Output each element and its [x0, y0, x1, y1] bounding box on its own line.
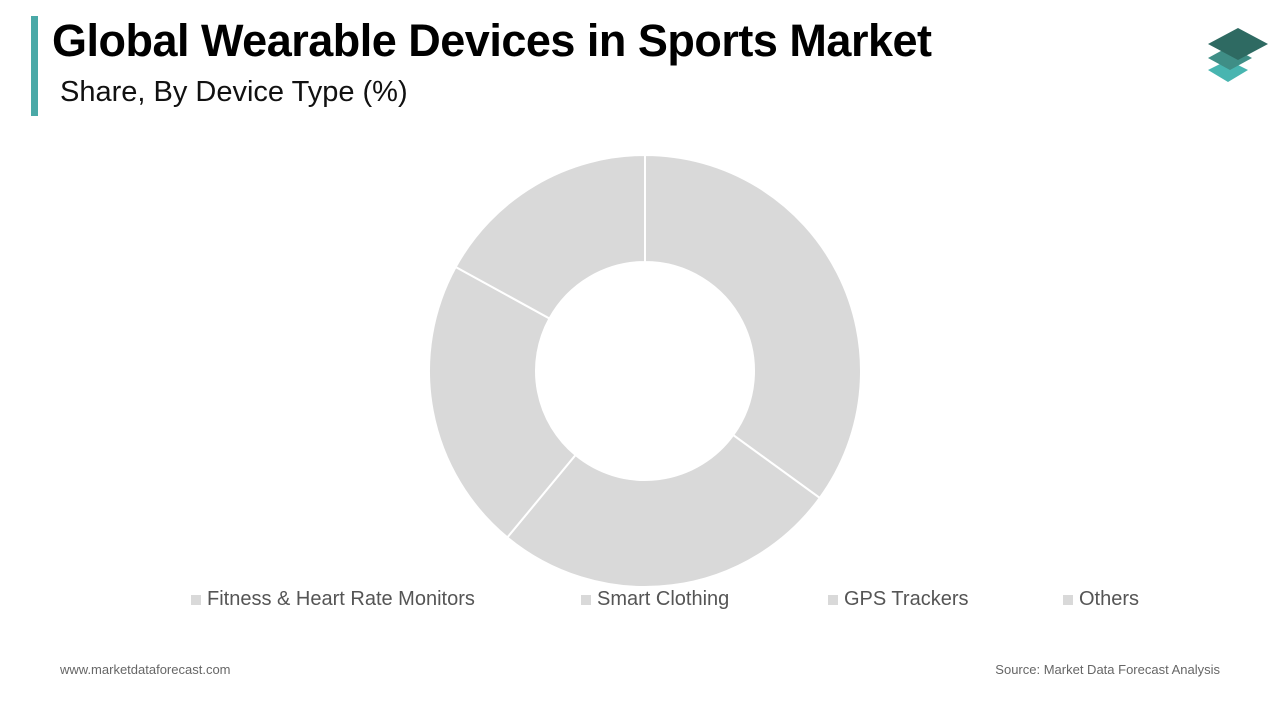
legend-swatch [191, 594, 201, 605]
page-subtitle: Share, By Device Type (%) [60, 76, 408, 108]
legend-item-others[interactable]: Others [1063, 588, 1139, 611]
donut-slice-others[interactable] [454, 153, 646, 320]
legend-swatch [828, 594, 838, 605]
donut-slice-fitness-heart-rate-monitors[interactable] [644, 153, 862, 500]
stacked-layers-icon [1208, 28, 1268, 82]
legend-label: GPS Trackers [844, 588, 969, 610]
legend-swatch [581, 594, 591, 605]
legend-item-gps-trackers[interactable]: GPS Trackers [828, 588, 968, 611]
page-title: Global Wearable Devices in Sports Market [52, 15, 932, 66]
legend-label: Fitness & Heart Rate Monitors [207, 588, 475, 610]
donut-slice-smart-clothing[interactable] [505, 433, 822, 588]
title-accent-bar [31, 16, 38, 116]
legend-label: Smart Clothing [597, 588, 730, 610]
legend-item-fitness[interactable]: Fitness & Heart Rate Monitors [191, 588, 475, 611]
chart-legend: Fitness & Heart Rate Monitors Smart Clot… [0, 588, 1280, 614]
legend-item-smart-clothing[interactable]: Smart Clothing [581, 588, 729, 611]
legend-label: Others [1079, 588, 1140, 610]
donut-slices [428, 153, 862, 588]
logo-layer-top [1208, 28, 1268, 60]
footer-source: Source: Market Data Forecast Analysis [995, 662, 1220, 677]
footer-website: www.marketdataforecast.com [60, 662, 231, 677]
legend-swatch [1063, 594, 1073, 605]
donut-slice-gps-trackers[interactable] [428, 265, 577, 539]
